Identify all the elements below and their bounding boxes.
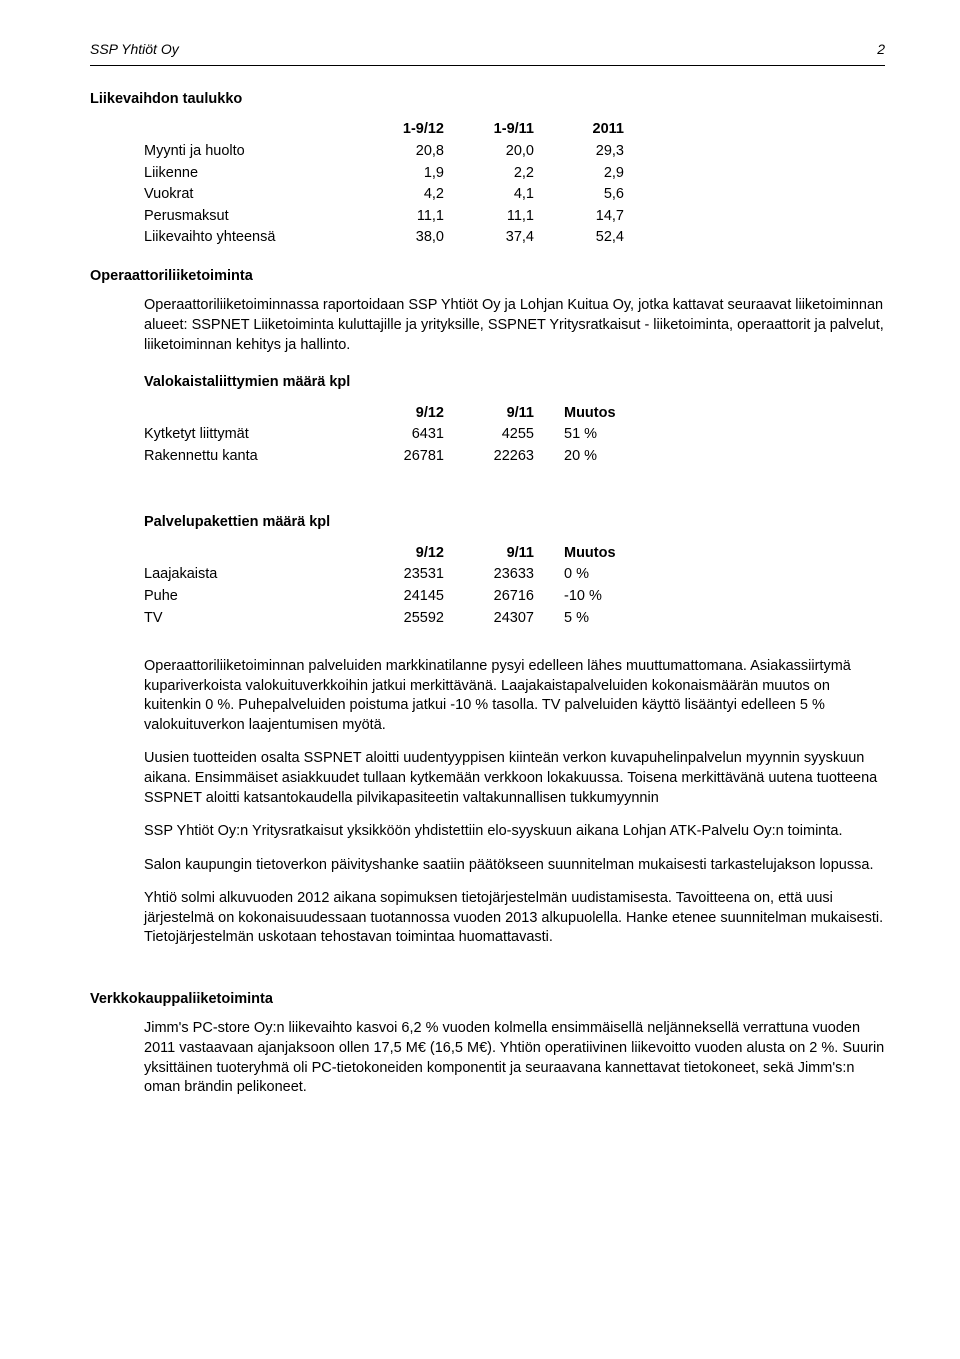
section-title-operator: Operaattoriliiketoiminta xyxy=(90,267,885,287)
row-val: 25592 xyxy=(354,608,444,630)
row-val: 51 % xyxy=(534,424,654,446)
row-label: Liikevaihto yhteensä xyxy=(144,227,354,249)
row-val: 38,0 xyxy=(354,227,444,249)
row-val: 22263 xyxy=(444,446,534,468)
table-row: Laajakaista 23531 23633 0 % xyxy=(144,564,654,586)
row-val: 5 % xyxy=(534,608,654,630)
row-val: 2,2 xyxy=(444,163,534,185)
row-val: 26716 xyxy=(444,586,534,608)
table-row: Liikevaihto yhteensä 38,0 37,4 52,4 xyxy=(144,227,624,249)
page-header: SSP Yhtiöt Oy 2 xyxy=(90,40,885,59)
th-blank xyxy=(144,543,354,565)
th-col: 1-9/11 xyxy=(444,119,534,141)
th-col: 1-9/12 xyxy=(354,119,444,141)
th-col: Muutos xyxy=(534,543,654,565)
section-title-revenue-table: Liikevaihdon taulukko xyxy=(90,90,885,110)
row-val: 29,3 xyxy=(534,141,624,163)
row-label: Rakennettu kanta xyxy=(144,446,354,468)
paragraph: Yhtiö solmi alkuvuoden 2012 aikana sopim… xyxy=(144,889,885,948)
row-val: 2,9 xyxy=(534,163,624,185)
row-label: Perusmaksut xyxy=(144,206,354,228)
paragraph: Operaattoriliiketoiminnan palveluiden ma… xyxy=(144,657,885,735)
row-val: 1,9 xyxy=(354,163,444,185)
row-val: 24307 xyxy=(444,608,534,630)
row-val: -10 % xyxy=(534,586,654,608)
paragraph: Jimm's PC-store Oy:n liikevaihto kasvoi … xyxy=(144,1019,885,1097)
row-val: 24145 xyxy=(354,586,444,608)
sub-title-packages: Palvelupakettien määrä kpl xyxy=(144,513,885,533)
row-val: 4,1 xyxy=(444,184,534,206)
fiber-table: 9/12 9/11 Muutos Kytketyt liittymät 6431… xyxy=(144,403,654,468)
row-val: 23531 xyxy=(354,564,444,586)
row-val: 20 % xyxy=(534,446,654,468)
section-title-ecommerce: Verkkokauppaliiketoiminta xyxy=(90,990,885,1010)
row-val: 6431 xyxy=(354,424,444,446)
row-label: TV xyxy=(144,608,354,630)
header-company: SSP Yhtiöt Oy xyxy=(90,40,179,59)
th-blank xyxy=(144,119,354,141)
table-row: Perusmaksut 11,1 11,1 14,7 xyxy=(144,206,624,228)
th-col: 9/12 xyxy=(354,403,444,425)
row-label: Myynti ja huolto xyxy=(144,141,354,163)
table-row: Puhe 24145 26716 -10 % xyxy=(144,586,654,608)
row-label: Vuokrat xyxy=(144,184,354,206)
row-label: Puhe xyxy=(144,586,354,608)
header-page-number: 2 xyxy=(877,40,885,59)
row-val: 11,1 xyxy=(444,206,534,228)
revenue-table: 1-9/12 1-9/11 2011 Myynti ja huolto 20,8… xyxy=(144,119,624,248)
row-val: 5,6 xyxy=(534,184,624,206)
row-label: Kytketyt liittymät xyxy=(144,424,354,446)
row-val: 0 % xyxy=(534,564,654,586)
table-row: Rakennettu kanta 26781 22263 20 % xyxy=(144,446,654,468)
row-val: 20,0 xyxy=(444,141,534,163)
paragraph: Salon kaupungin tietoverkon päivityshank… xyxy=(144,856,885,876)
header-rule xyxy=(90,65,885,66)
th-col: 2011 xyxy=(534,119,624,141)
row-val: 52,4 xyxy=(534,227,624,249)
packages-table: 9/12 9/11 Muutos Laajakaista 23531 23633… xyxy=(144,543,654,629)
table-head: 9/12 9/11 Muutos xyxy=(144,543,654,565)
th-col: Muutos xyxy=(534,403,654,425)
paragraph: Uusien tuotteiden osalta SSPNET aloitti … xyxy=(144,749,885,808)
table-row: Myynti ja huolto 20,8 20,0 29,3 xyxy=(144,141,624,163)
table-row: Liikenne 1,9 2,2 2,9 xyxy=(144,163,624,185)
row-label: Laajakaista xyxy=(144,564,354,586)
row-val: 37,4 xyxy=(444,227,534,249)
row-val: 4255 xyxy=(444,424,534,446)
th-blank xyxy=(144,403,354,425)
th-col: 9/12 xyxy=(354,543,444,565)
row-val: 26781 xyxy=(354,446,444,468)
row-val: 11,1 xyxy=(354,206,444,228)
sub-title-fiber: Valokaistaliittymien määrä kpl xyxy=(144,373,885,393)
table-head: 1-9/12 1-9/11 2011 xyxy=(144,119,624,141)
row-val: 4,2 xyxy=(354,184,444,206)
row-val: 20,8 xyxy=(354,141,444,163)
th-col: 9/11 xyxy=(444,403,534,425)
table-row: Kytketyt liittymät 6431 4255 51 % xyxy=(144,424,654,446)
paragraph: SSP Yhtiöt Oy:n Yritysratkaisut yksikköö… xyxy=(144,822,885,842)
row-label: Liikenne xyxy=(144,163,354,185)
table-row: Vuokrat 4,2 4,1 5,6 xyxy=(144,184,624,206)
th-col: 9/11 xyxy=(444,543,534,565)
row-val: 14,7 xyxy=(534,206,624,228)
table-row: TV 25592 24307 5 % xyxy=(144,608,654,630)
table-head: 9/12 9/11 Muutos xyxy=(144,403,654,425)
paragraph: Operaattoriliiketoiminnassa raportoidaan… xyxy=(144,296,885,355)
row-val: 23633 xyxy=(444,564,534,586)
